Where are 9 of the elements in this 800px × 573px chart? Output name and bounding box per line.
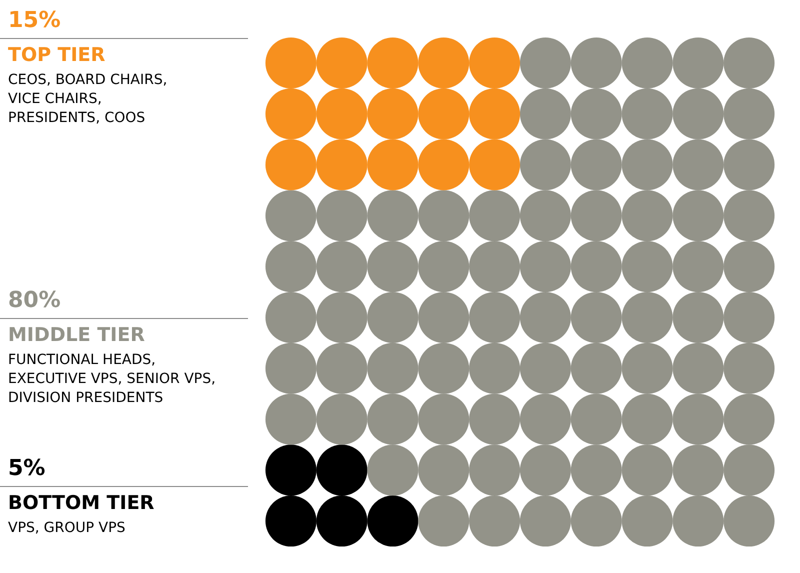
- data-label: 5%: [8, 456, 46, 482]
- category-label: TOP TIER: [8, 43, 106, 67]
- category-label: MIDDLE TIER: [8, 323, 145, 347]
- data-label: 15%: [8, 8, 61, 34]
- data-label: 80%: [8, 288, 61, 314]
- category-label: BOTTOM TIER: [8, 491, 154, 515]
- text: VPS, GROUP VPS: [8, 519, 126, 538]
- text: FUNCTIONAL HEADS, EXECUTIVE VPS, SENIOR VPS, DIVISION PRESIDENTS: [8, 351, 217, 408]
- text: CEOS, BOARD CHAIRS, VICE CHAIRS, PRESIDENTS, COOS: [8, 71, 168, 128]
